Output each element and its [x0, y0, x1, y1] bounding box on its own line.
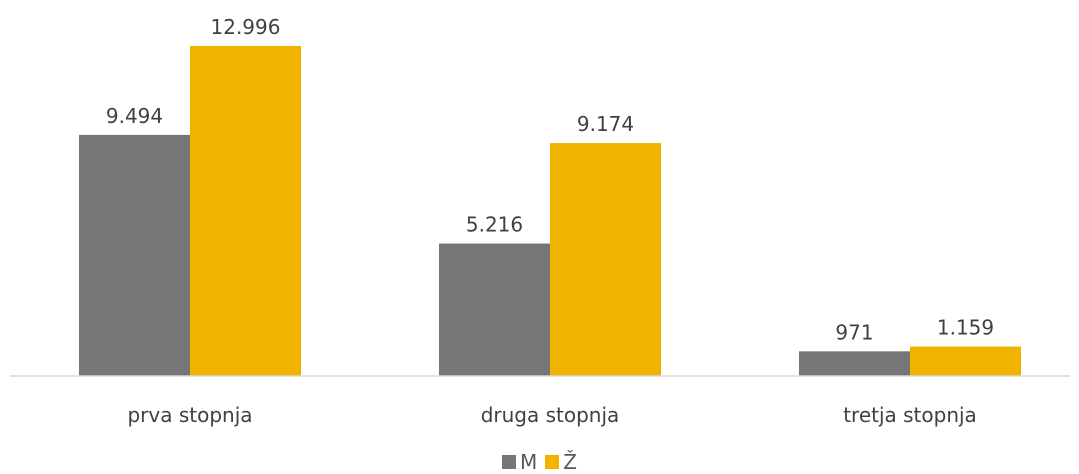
data-label-Ž-3: 1.159	[937, 316, 994, 340]
legend-label-m: M	[520, 450, 538, 474]
legend-item-m: M	[502, 450, 537, 474]
data-label-M-3: 971	[835, 320, 873, 344]
x-tick-label: prva stopnja	[127, 403, 252, 427]
x-tick-label: druga stopnja	[481, 403, 620, 427]
bar-M-1	[79, 134, 190, 376]
data-label-M-2: 5.216	[466, 213, 523, 237]
bar-M-3	[799, 351, 910, 376]
legend-swatch-z	[545, 455, 560, 469]
bar-Ž-3	[910, 346, 1021, 376]
bar-M-2	[439, 243, 550, 376]
legend-swatch-m	[502, 455, 517, 469]
data-label-Ž-1: 12.996	[211, 15, 281, 39]
bars-layer	[79, 46, 1021, 376]
bar-Ž-1	[190, 46, 301, 376]
data-labels: 9.494 12.996 5.216 9.174 971 1.159	[106, 15, 994, 344]
x-tick-label: tretja stopnja	[843, 403, 977, 427]
bar-Ž-2	[550, 143, 661, 376]
x-tick-labels: prva stopnja druga stopnja tretja stopnja	[127, 403, 976, 427]
data-label-Ž-2: 9.174	[577, 112, 634, 136]
legend-label-z: Ž	[563, 450, 577, 474]
legend-item-z: Ž	[545, 450, 577, 474]
data-label-M-1: 9.494	[106, 104, 163, 128]
bar-chart: prva stopnja druga stopnja tretja stopnja …	[10, 15, 1070, 427]
legend: M Ž	[0, 450, 1079, 474]
